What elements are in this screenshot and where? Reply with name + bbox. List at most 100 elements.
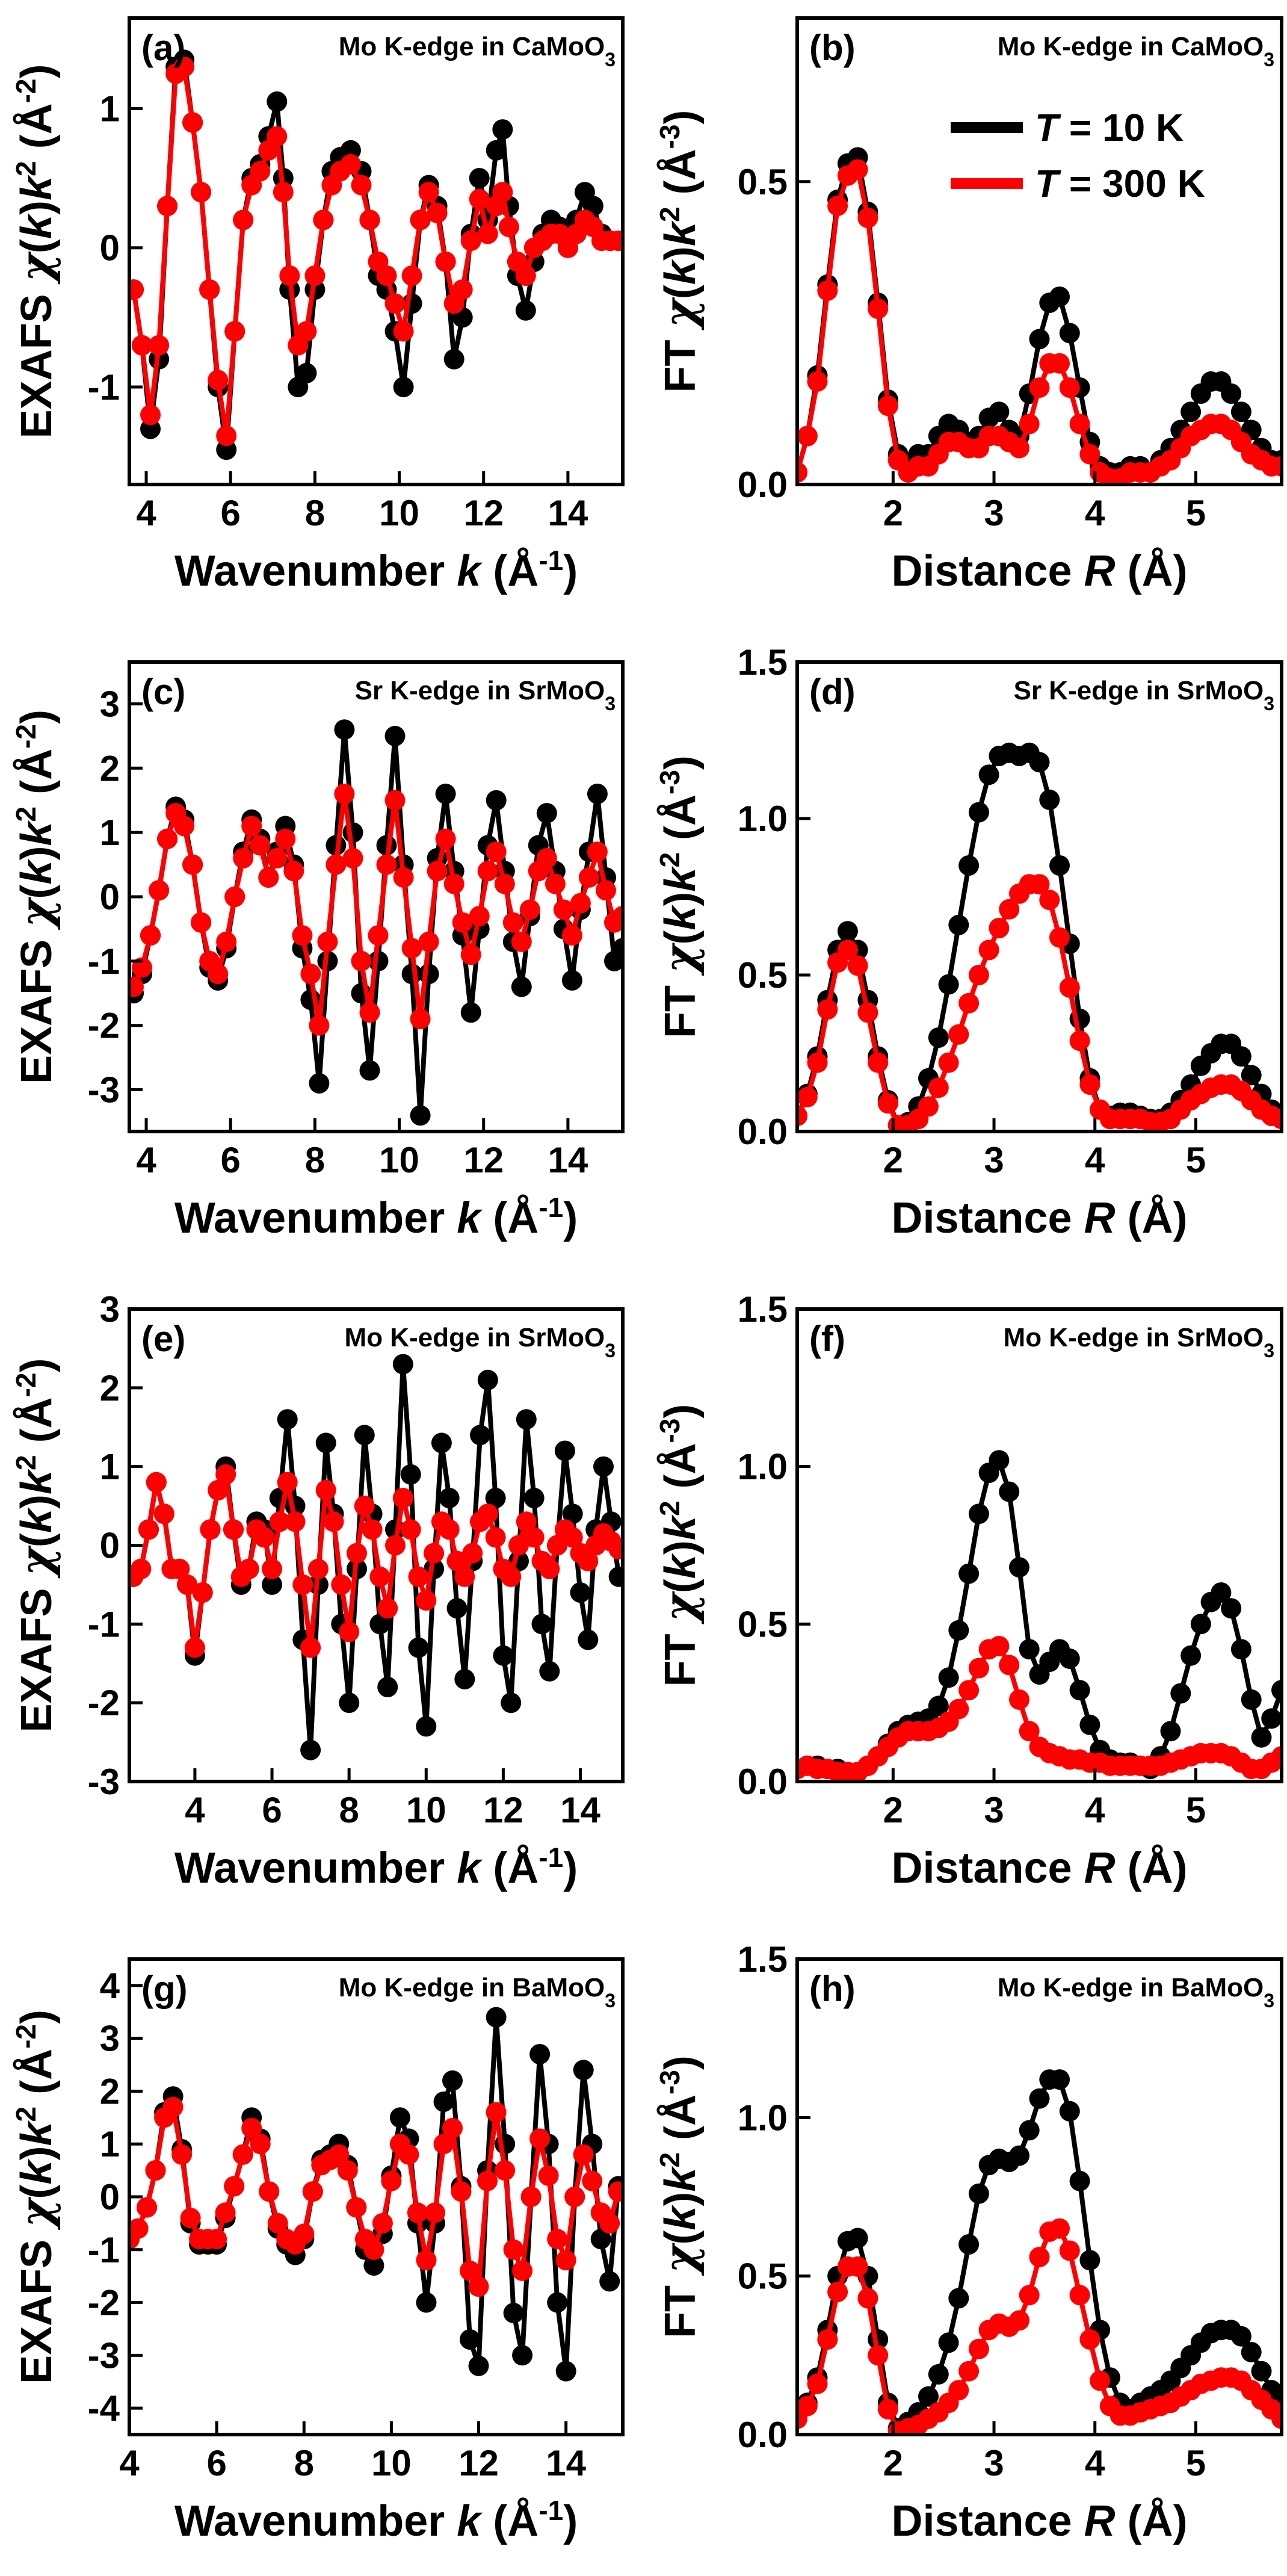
panel-c-point-10k-31 <box>384 725 406 746</box>
panel-e-xlabel-var: k <box>457 1844 483 1892</box>
panel-e-point-300k-30 <box>354 1496 375 1517</box>
panel-f-title-sub: 3 <box>1264 1340 1274 1361</box>
panel-h-frame <box>795 1957 1283 2436</box>
panel-b-point-300k-9 <box>877 395 898 416</box>
panel-b-point-300k-3 <box>817 280 838 301</box>
legend: T = 10 K T = 300 K <box>951 106 1205 205</box>
panel-c-ylabel-pre: EXAFS <box>13 927 61 1084</box>
panel-e-point-10k-25 <box>315 1432 336 1454</box>
panel-c-ylabel-unitsup: -2 <box>10 724 42 749</box>
panel-e-point-300k-50 <box>508 1535 529 1556</box>
panel-h-ytick-label-1: 0.5 <box>738 2256 788 2297</box>
panel-b-point-300k-7 <box>857 208 878 229</box>
panel-e-ylabel-end: ) <box>13 1358 61 1373</box>
panel-e-series-300k-markers <box>129 1464 623 1658</box>
panel-e-title-main: Mo K-edge in SrMoO <box>345 1323 605 1352</box>
panel-a-xtick-label-5: 14 <box>548 493 588 533</box>
panel-h-ytick-label-0: 0.0 <box>738 2415 788 2455</box>
panel-c-point-300k-52 <box>561 925 582 946</box>
panel-e-point-10k-30 <box>354 1425 375 1446</box>
panel-d-point-300k-0 <box>797 1106 807 1126</box>
panel-c-point-10k-46 <box>511 976 532 997</box>
panel-e-ylabel-unit: (Å <box>13 1397 61 1455</box>
panel-h-point-300k-48 <box>1271 2408 1282 2429</box>
panel-d-frame <box>795 660 1283 1133</box>
panel-e-point-300k-11 <box>208 1479 229 1500</box>
panel-d-point-10k-24 <box>1029 752 1050 773</box>
panel-h-point-300k-1 <box>797 2395 818 2417</box>
panel-e-point-300k-22 <box>292 1574 313 1595</box>
panel-e-ylabel: EXAFS χ(k)k2 (Å-2) <box>10 1358 61 1733</box>
panel-c-ytick-label-1: -2 <box>88 1006 120 1046</box>
panel-d-ytick-label-3: 1.5 <box>738 642 788 683</box>
panel-c-point-300k-36 <box>427 861 448 882</box>
panel-a-point-300k-27 <box>351 175 372 196</box>
panel-g-point-10k-54 <box>590 2229 611 2250</box>
panel-e-point-10k-58 <box>570 1582 591 1603</box>
panel-e-point-300k-21 <box>285 1511 306 1532</box>
panel-d-ylabel-var2: k <box>656 865 705 892</box>
panel-f-point-10k-29 <box>1079 1714 1100 1735</box>
panel-c-ytick-label-0: -3 <box>88 1070 120 1110</box>
panel-f-point-300k-18 <box>968 1658 989 1679</box>
panel-f-point-300k-22 <box>1009 1689 1029 1710</box>
panel-f-title: Mo K-edge in SrMoO3 <box>1004 1323 1274 1361</box>
panel-b-xlabel-pre: Distance <box>891 547 1084 595</box>
panel-c-point-10k-22 <box>309 1073 330 1094</box>
panel-d-point-300k-29 <box>1079 1074 1100 1095</box>
panel-e-point-300k-2 <box>138 1519 159 1540</box>
panel-h-point-10k-22 <box>1009 2145 1029 2166</box>
panel-h-ytick-label-2: 1.0 <box>738 2098 788 2138</box>
panel-c-xlabel-close: ) <box>563 1194 578 1242</box>
panel-e-point-300k-19 <box>269 1511 290 1532</box>
panel-e-point-10k-48 <box>493 1645 514 1666</box>
panel-e-point-300k-24 <box>307 1558 329 1579</box>
panel-e-point-300k-51 <box>516 1511 537 1532</box>
panel-f-ylabel-unitsup: -3 <box>654 1419 685 1443</box>
panel-h-xtick-label-1: 3 <box>984 2443 1004 2483</box>
panel-e-title: Mo K-edge in SrMoO3 <box>345 1323 616 1361</box>
panel-c-xlabel-var: k <box>457 1194 483 1242</box>
panel-b-point-300k-0 <box>797 462 807 483</box>
panel-a-point-300k-9 <box>199 279 220 300</box>
panel-a-plot-area <box>129 49 623 460</box>
panel-e-ylabel-close: ) <box>13 1494 61 1509</box>
panel-d-ylabel-sup2: 2 <box>654 852 685 868</box>
panel-a-ylabel-sup2: 2 <box>10 161 42 176</box>
panel-d-xlabel-pre: Distance <box>891 1194 1084 1242</box>
panel-a-point-300k-36 <box>427 202 448 223</box>
panel-c-point-300k-23 <box>317 931 338 952</box>
panel-g-point-300k-49 <box>547 2229 568 2250</box>
panel-g-xtick-label-2: 8 <box>294 2443 314 2483</box>
panel-a-point-300k-22 <box>304 265 326 286</box>
panel-g-point-300k-37 <box>442 2117 463 2138</box>
panel-e-point-10k-37 <box>408 1637 429 1658</box>
panel-h-point-300k-6 <box>847 2256 868 2277</box>
panel-g-point-10k-31 <box>389 2107 410 2128</box>
panel-h-point-300k-30 <box>1090 2370 1111 2391</box>
panel-a-xtick-label-3: 10 <box>379 493 419 533</box>
panel-g-point-300k-24 <box>329 2144 350 2165</box>
panel-c-point-10k-26 <box>342 822 363 843</box>
panel-c-point-300k-19 <box>283 861 304 882</box>
panel-c-point-300k-35 <box>418 931 439 952</box>
panel-e-plot-area <box>129 1354 623 1760</box>
panel-a-xtick-label-1: 6 <box>221 493 241 533</box>
panel-a-point-300k-32 <box>393 321 414 342</box>
panel-d-ylabel-chi: χ <box>654 943 705 976</box>
panel-b-ylabel-sup2: 2 <box>654 206 685 222</box>
panel-h-point-300k-23 <box>1019 2285 1040 2306</box>
panel-b-ylabel-end: ) <box>656 110 705 125</box>
panel-d-point-300k-18 <box>968 965 989 985</box>
panel-g-point-300k-10 <box>206 2229 227 2250</box>
panel-a-point-300k-39 <box>452 279 473 300</box>
panel-g-point-300k-56 <box>608 2181 623 2202</box>
panel-a-point-300k-18 <box>273 182 294 203</box>
panel-e-point-300k-43 <box>454 1566 475 1587</box>
panel-e-ylabel-sup2: 2 <box>10 1455 42 1470</box>
panel-a-frame <box>128 16 625 486</box>
panel-g-point-300k-35 <box>425 2202 445 2223</box>
panel-g-series-300k-markers <box>129 2096 623 2297</box>
